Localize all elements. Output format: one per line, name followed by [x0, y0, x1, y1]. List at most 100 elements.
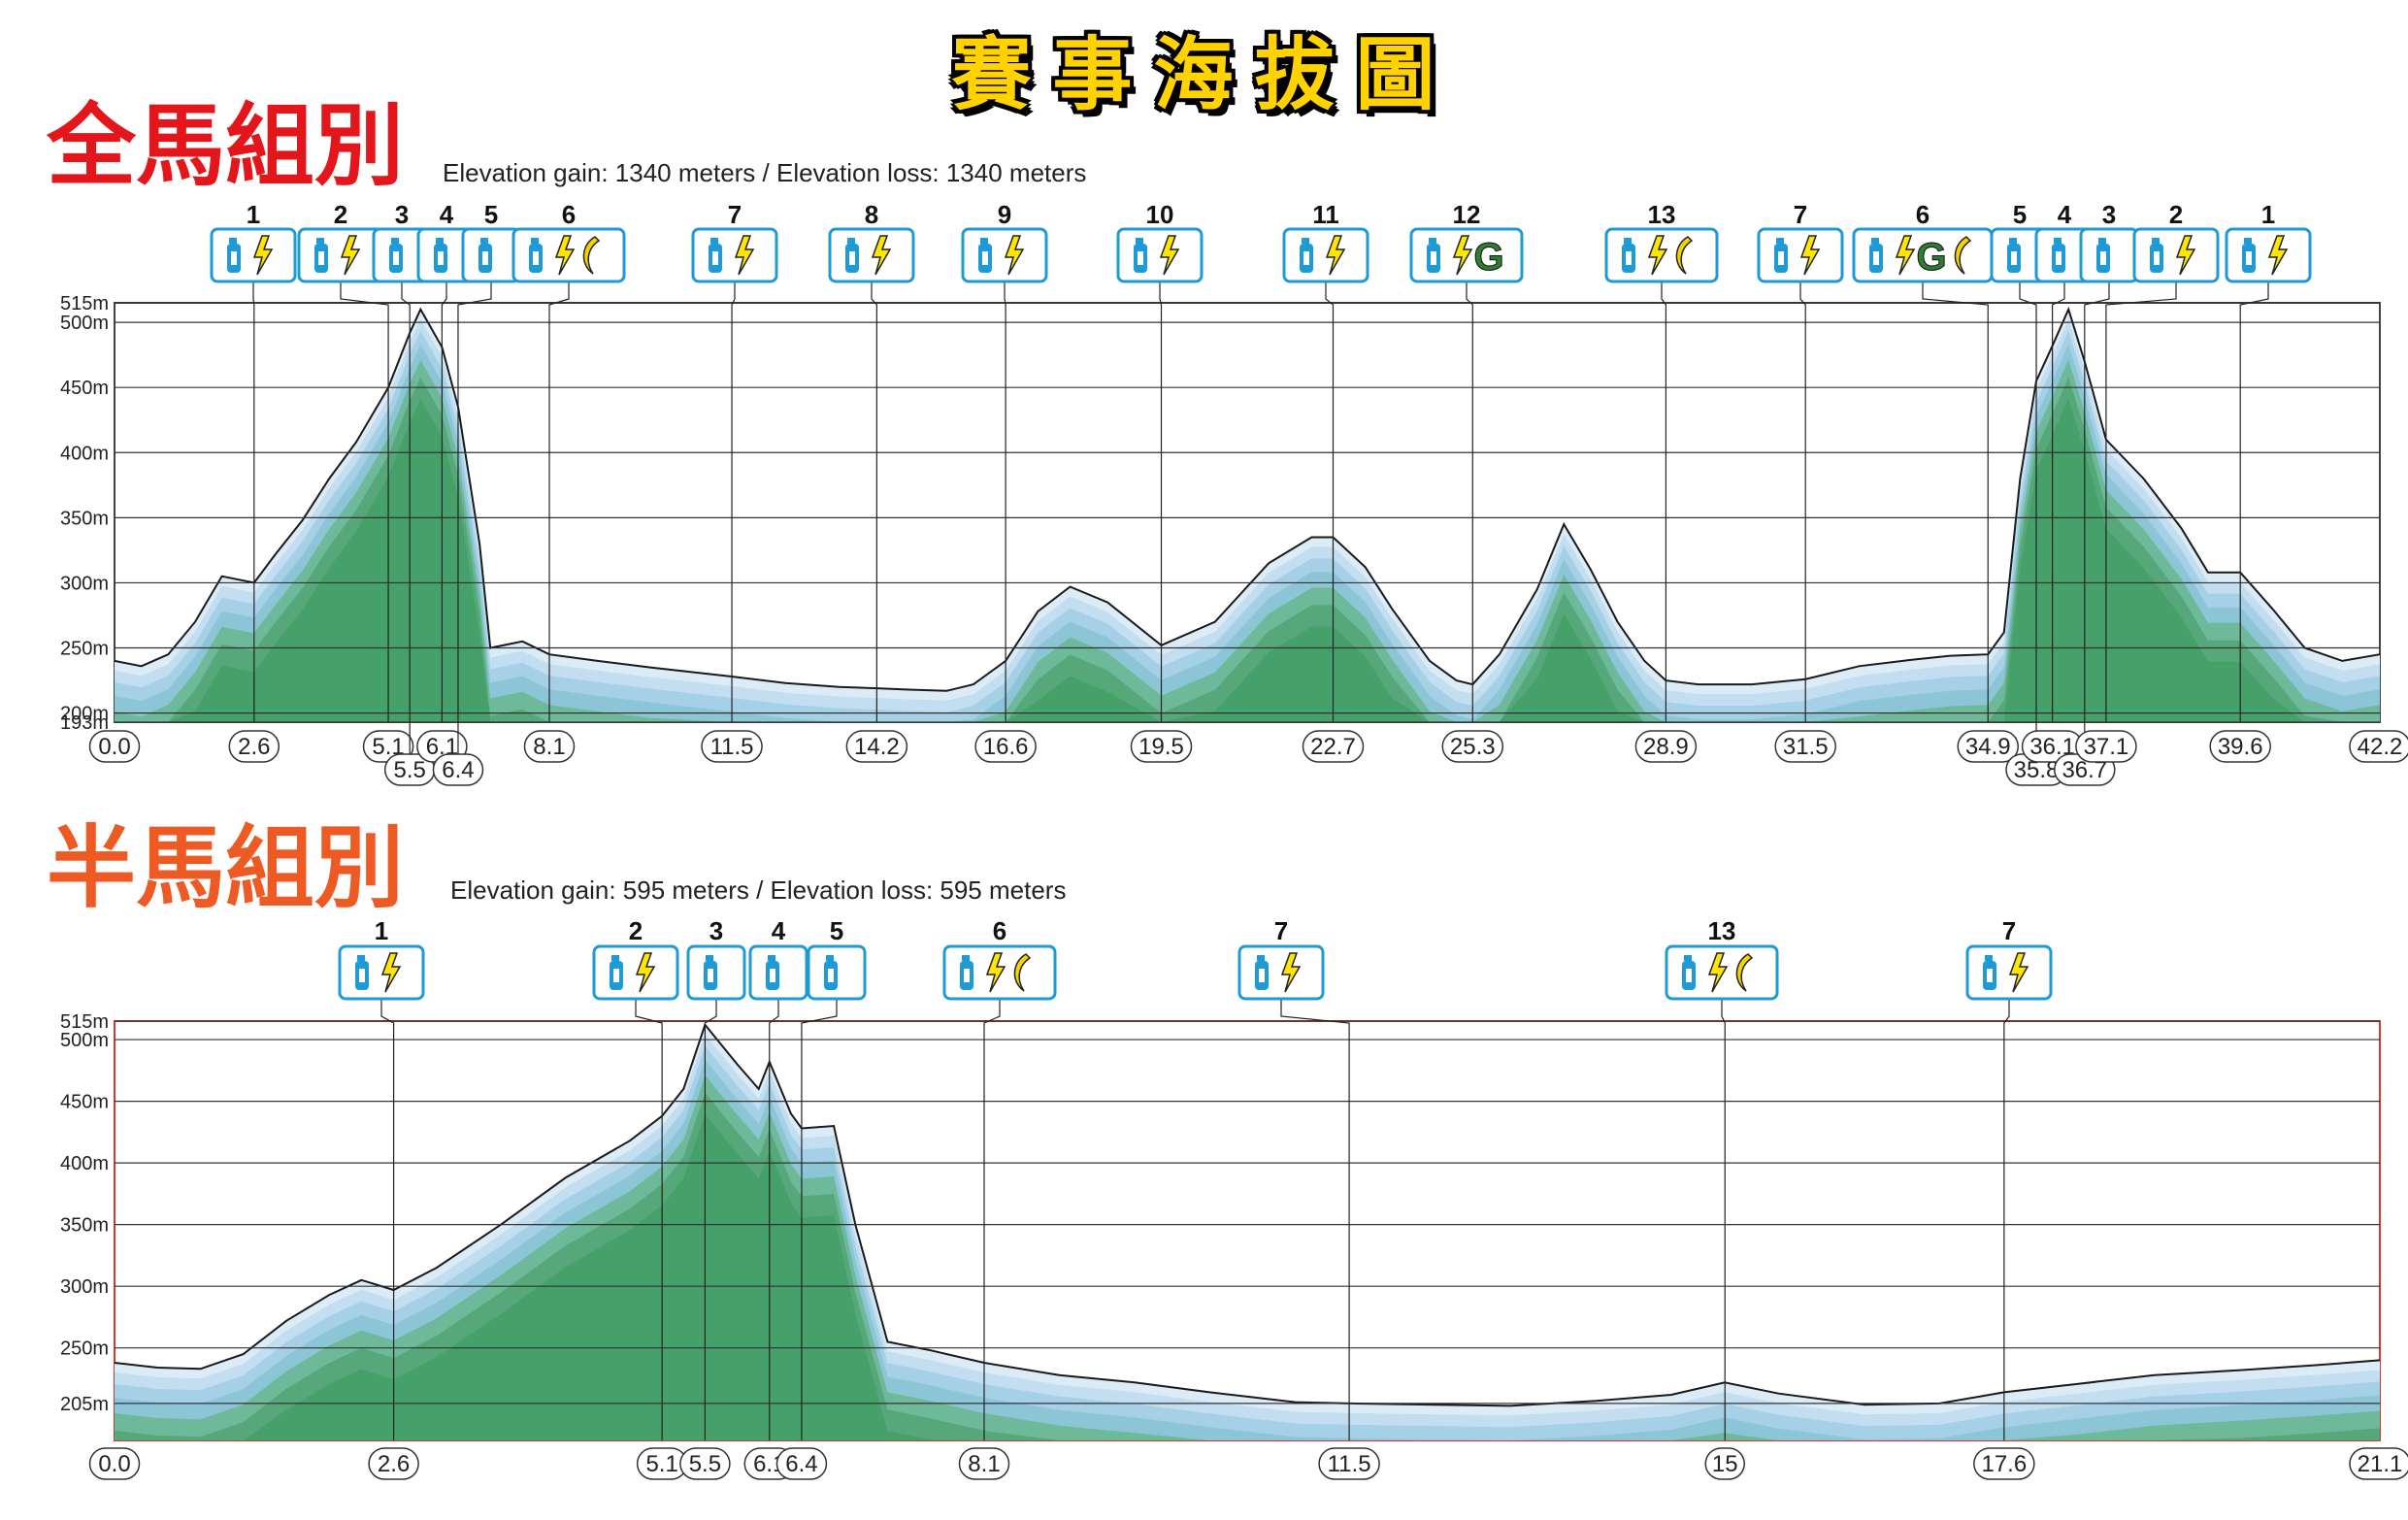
bolt-shape: [871, 235, 892, 276]
banana-icon: [1954, 236, 1972, 275]
water-bottle-icon: [824, 955, 838, 990]
full-station-connector: [1466, 281, 1473, 722]
water-bottle-icon: [1300, 238, 1313, 273]
full-station-number: 4: [440, 200, 454, 229]
bottle-label: [1686, 969, 1692, 982]
full-station-box: [297, 227, 384, 283]
full-station-connector: [548, 281, 570, 722]
full-x-marker-label: 25.3: [1450, 734, 1496, 760]
bolt-shape: [2008, 952, 2029, 993]
bottle-cap: [391, 238, 399, 244]
bottle-cap: [1429, 238, 1436, 244]
half-x-marker-pill: [775, 1447, 828, 1480]
bottle-cap: [1302, 238, 1309, 244]
water-bottle-icon: [355, 955, 369, 990]
half-x-marker-pill: [1318, 1447, 1380, 1480]
half-x-marker-pill: [1973, 1447, 2035, 1480]
bottle-label: [708, 969, 713, 982]
full-station-number: 5: [2013, 200, 2027, 229]
half-station-number: 7: [1274, 916, 1288, 945]
full-station-connector: [731, 281, 736, 722]
full-x-marker-pill: [88, 730, 141, 763]
full-elevation-summary: Elevation gain: 1340 meters / Elevation …: [443, 158, 1086, 187]
bottle-cap: [826, 955, 834, 961]
full-y-tick-label: 250m: [60, 639, 109, 660]
bottle-label: [2154, 251, 2160, 265]
energy-bolt-icon: [380, 952, 402, 993]
full-station-connector: [2019, 281, 2037, 722]
half-x-marker-pill: [2349, 1447, 2408, 1480]
half-x-marker-label: 17.6: [1981, 1451, 2027, 1477]
bolt-shape: [554, 235, 576, 276]
energy-bolt-icon: [734, 235, 755, 276]
half-station-box: [1965, 944, 2053, 1001]
bottle-label: [1626, 251, 1632, 265]
bottle-cap: [229, 238, 237, 244]
full-y-tick-label: 193m: [60, 712, 109, 734]
half-x-marker-pill: [679, 1447, 731, 1480]
full-x-marker-label: 14.2: [854, 734, 900, 760]
bottle-cap: [2054, 238, 2062, 244]
half-elevation-band: [115, 1113, 2380, 1440]
water-bottle-icon: [1983, 955, 1996, 990]
bottle-cap: [1624, 238, 1632, 244]
bolt-shape: [1707, 952, 1729, 993]
bottle-cap: [768, 955, 775, 961]
banana-icon: [1675, 236, 1694, 275]
bottle-cap: [1257, 955, 1265, 961]
energy-bolt-icon: [554, 235, 576, 276]
half-x-marker-label: 6.4: [785, 1451, 817, 1477]
banana-shape: [582, 236, 601, 275]
full-x-marker-pill: [1130, 730, 1193, 763]
full-x-marker-pill: [432, 753, 484, 786]
full-station-number: 3: [2102, 200, 2116, 229]
half-station-box: [1237, 944, 1325, 1001]
water-bottle-icon: [1869, 238, 1883, 273]
bolt-shape: [2267, 235, 2289, 276]
full-x-marker-label: 22.7: [1310, 734, 1356, 760]
half-x-marker-pill: [1704, 1447, 1745, 1480]
full-station-number: 8: [865, 200, 878, 229]
full-station-connector: [1325, 281, 1335, 722]
full-station-number: 7: [728, 200, 742, 229]
full-station-connector: [1004, 281, 1006, 722]
bottle-label: [964, 969, 970, 982]
bottle-label: [482, 251, 488, 265]
half-x-marker-label: 2.6: [378, 1451, 410, 1477]
full-station-box: [1757, 227, 1844, 283]
full-station-box: [1282, 227, 1369, 283]
half-x-marker-label: 5.5: [689, 1451, 721, 1477]
full-station-box: [961, 227, 1048, 283]
bolt-shape: [734, 235, 755, 276]
full-elevation-band: [115, 398, 2380, 722]
banana-icon: [1013, 953, 1032, 992]
water-bottle-icon: [227, 238, 241, 273]
bottle-cap: [710, 238, 718, 244]
bottle-label: [1138, 251, 1143, 265]
water-bottle-icon: [2242, 238, 2256, 273]
water-bottle-icon: [845, 238, 859, 273]
full-station-number: 10: [1146, 200, 1174, 229]
full-elevation-line: [114, 306, 2381, 692]
bottle-label: [849, 251, 855, 265]
bottle-label: [393, 251, 399, 265]
full-station-connector: [457, 281, 492, 722]
bottle-cap: [980, 238, 988, 244]
energy-bolt-icon: [985, 952, 1006, 993]
bottle-label: [318, 251, 324, 265]
bottle-cap: [436, 238, 444, 244]
half-y-tick-label: 500m: [60, 1030, 109, 1051]
energy-bolt-icon: [2175, 235, 2196, 276]
bottle-label: [359, 969, 365, 982]
full-station-number: 6: [1916, 200, 1930, 229]
water-bottle-icon: [1622, 238, 1635, 273]
bolt-shape: [1280, 952, 1302, 993]
energy-bolt-icon: [1799, 235, 1821, 276]
bolt-shape: [1895, 235, 1916, 276]
full-x-marker-label: 5.5: [394, 757, 426, 783]
full-x-marker-label: 39.6: [2218, 734, 2263, 760]
full-station-connector: [1159, 281, 1163, 722]
full-station-number: 6: [562, 200, 576, 229]
gel-icon: G: [1473, 236, 1503, 279]
half-station-connector: [1280, 999, 1350, 1440]
